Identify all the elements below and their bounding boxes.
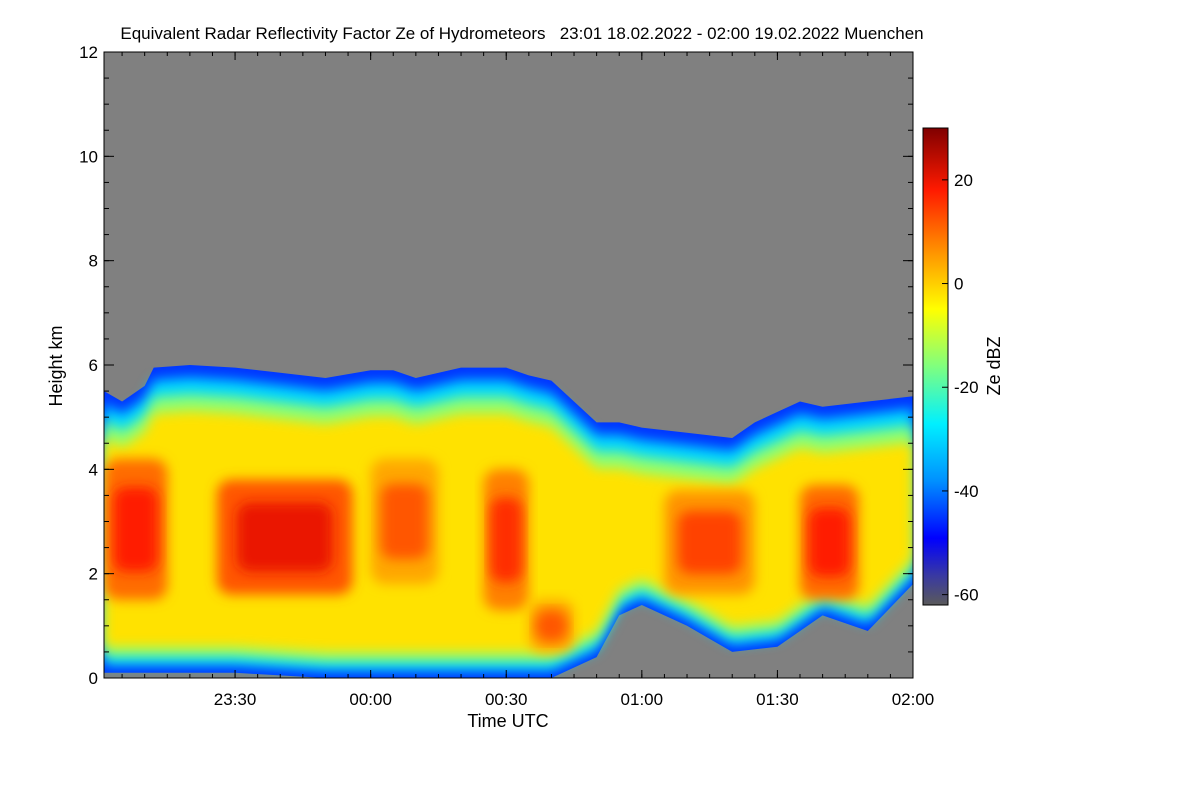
- colorbar-gradient: [922, 127, 949, 606]
- colorbar: -60 -40 -20 0 20: [922, 127, 979, 606]
- y-tick-label: 4: [89, 460, 98, 479]
- y-tick-label: 10: [79, 147, 98, 166]
- y-tick-label: 2: [89, 565, 98, 584]
- reflectivity-cell-core: [380, 483, 429, 559]
- reflectivity-cell-core: [490, 497, 522, 582]
- y-tick-label: 12: [79, 43, 98, 62]
- y-tick-label: 0: [89, 669, 98, 688]
- x-tick-label: 00:00: [349, 690, 392, 709]
- colorbar-tick-label: 20: [954, 171, 973, 190]
- y-axis-label: Height km: [46, 325, 66, 406]
- reflectivity-cell-core: [237, 502, 333, 572]
- reflectivity-cell-core: [808, 507, 850, 577]
- y-axis: 0 2 4 6 8 10 12: [79, 43, 913, 688]
- x-tick-label: 00:30: [485, 690, 528, 709]
- x-tick-label: 23:30: [214, 690, 257, 709]
- reflectivity-cell-core: [535, 610, 568, 642]
- reflectivity-field: [104, 365, 913, 678]
- colorbar-label: Ze dBZ: [984, 336, 1004, 395]
- x-axis: 23:30 00:00 00:30 01:00 01:30 02:00: [121, 52, 935, 709]
- colorbar-tick-label: 0: [954, 275, 963, 294]
- x-tick-label: 02:00: [892, 690, 935, 709]
- x-axis-label: Time UTC: [467, 711, 548, 731]
- colorbar-tick-label: -20: [954, 378, 979, 397]
- reflectivity-cell-core: [678, 511, 742, 574]
- chart-title: Equivalent Radar Reflectivity Factor Ze …: [120, 24, 923, 43]
- reflectivity-cell-core: [113, 487, 158, 572]
- y-tick-label: 6: [89, 356, 98, 375]
- y-tick-label: 8: [89, 252, 98, 271]
- colorbar-tick-label: -60: [954, 586, 979, 605]
- colorbar-tick-label: -40: [954, 482, 979, 501]
- x-tick-label: 01:30: [756, 690, 799, 709]
- x-tick-label: 01:00: [621, 690, 664, 709]
